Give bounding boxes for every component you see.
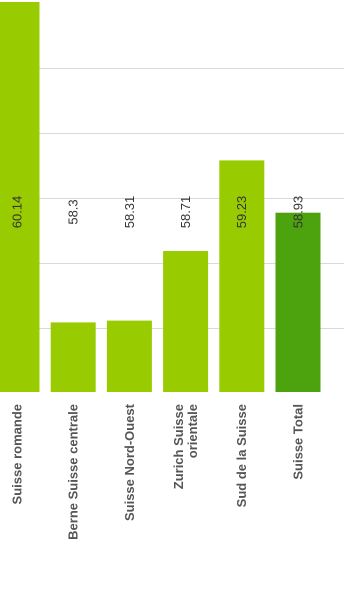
- bar-0: [0, 2, 40, 392]
- value-labels: 60.14 58.3 58.31 58.71 59.23 58.93: [9, 196, 305, 229]
- category-label-4: Sud de la Suisse: [234, 404, 249, 507]
- bar-series: [0, 2, 321, 392]
- category-label-0: Suisse romande: [9, 404, 24, 504]
- value-label-3: 58.71: [178, 196, 193, 229]
- value-label-4: 59.23: [234, 196, 249, 229]
- value-label-1: 58.3: [66, 199, 81, 224]
- value-label-0: 60.14: [9, 196, 24, 229]
- bar-1: [50, 322, 96, 392]
- category-label-1: Berne Suisse centrale: [66, 404, 81, 540]
- value-label-2: 58.31: [122, 196, 137, 229]
- bar-2: [106, 320, 152, 392]
- category-label-3-line-0: Zurich Suisse: [171, 404, 186, 489]
- category-label-2: Suisse Nord-Ouest: [122, 403, 137, 521]
- bar-4: [219, 160, 265, 392]
- value-label-5: 58.93: [290, 196, 305, 229]
- category-label-5: Suisse Total: [290, 404, 305, 480]
- bar-3: [163, 251, 209, 392]
- bar-5: [275, 212, 321, 392]
- category-label-3-line-1: orientale: [185, 404, 200, 458]
- category-labels: Suisse romande Berne Suisse centrale Suiss…: [9, 403, 305, 540]
